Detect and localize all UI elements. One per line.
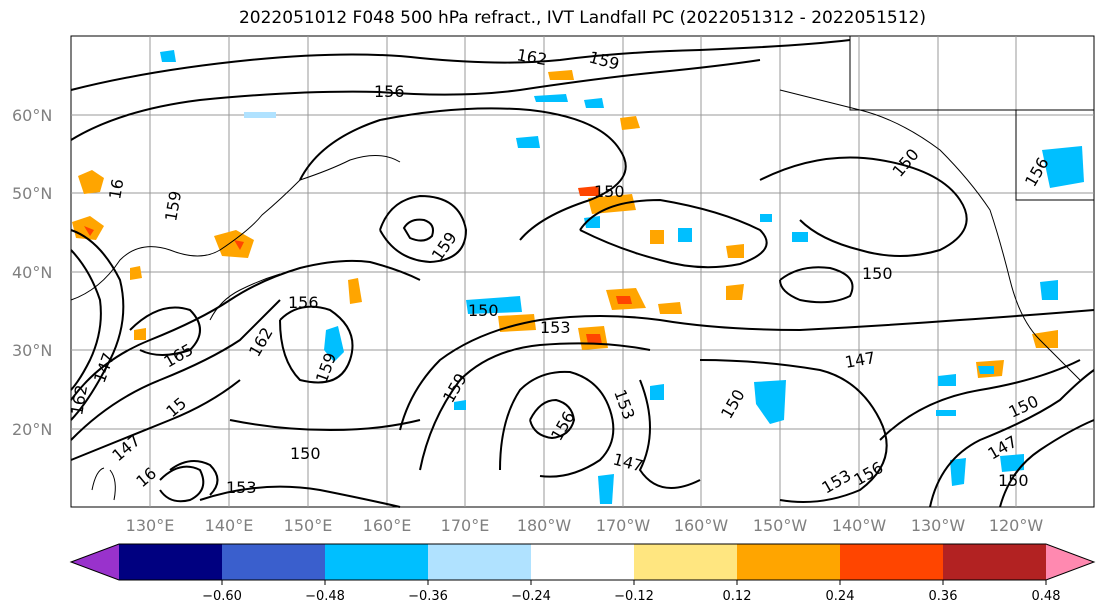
lon-label-1: 140°E [205, 516, 254, 535]
colorbar-segment [325, 544, 429, 580]
contour-label-8: 150 [468, 301, 499, 320]
lon-label-9: 140°W [832, 516, 887, 535]
longitude-labels: 130°E 140°E 150°E 160°E 170°E 180°W 170°… [126, 516, 1044, 535]
lat-label-3: 30°N [12, 341, 52, 360]
colorbar-outline [69, 543, 1096, 581]
colorbar-segment [428, 544, 532, 580]
map-title: 2022051012 F048 500 hPa refract., IVT La… [238, 8, 926, 28]
colorbar-segment [634, 544, 738, 580]
colorbar-tick-label: −0.36 [408, 589, 448, 601]
contour-label-7: 156 [288, 293, 319, 312]
colorbar-tick-label: −0.48 [305, 589, 345, 601]
lon-label-5: 180°W [517, 516, 572, 535]
latitude-labels: 60°N 50°N 40°N 30°N 20°N [12, 106, 52, 439]
lon-label-10: 130°W [911, 516, 966, 535]
colorbar-tick-label: 0.24 [826, 589, 855, 601]
contour-label-6: 150 [594, 182, 625, 201]
anomaly-patches [72, 50, 1084, 504]
lon-label-6: 170°W [596, 516, 651, 535]
lon-label-2: 150°E [284, 516, 333, 535]
colorbar-segment [531, 544, 635, 580]
colorbar-segment [840, 544, 944, 580]
contour-label-18: 153 [226, 478, 257, 497]
lon-label-4: 170°E [441, 516, 490, 535]
colorbar-tick-label: 0.12 [723, 589, 752, 601]
contour-label-9: 153 [540, 318, 571, 337]
contour-label-17: 150 [290, 444, 321, 463]
lat-label-4: 20°N [12, 420, 52, 439]
height-contours [70, 39, 1095, 508]
colorbar: −0.60 −0.48 −0.36 −0.24 −0.12 0.12 0.24 0.36 0.4… [69, 543, 1096, 601]
contour-label-10: 150 [862, 264, 893, 283]
colorbar-segment [119, 544, 223, 580]
colorbar-tick-label: −0.24 [511, 589, 551, 601]
coastlines [70, 36, 1094, 501]
contour-label-2: 156 [374, 82, 405, 101]
lat-label-0: 60°N [12, 106, 52, 125]
lon-label-0: 130°E [126, 516, 175, 535]
colorbar-extend-high [1046, 544, 1094, 580]
lon-label-7: 160°W [674, 516, 729, 535]
lat-label-2: 40°N [12, 263, 52, 282]
colorbar-tick-label: −0.12 [614, 589, 654, 601]
grid-lines [71, 36, 1094, 507]
lon-label-8: 150°W [753, 516, 808, 535]
colorbar-tick-label: 0.36 [929, 589, 958, 601]
colorbar-segment [943, 544, 1047, 580]
lon-label-3: 160°E [363, 516, 412, 535]
colorbar-tick-label: −0.60 [202, 589, 242, 601]
colorbar-segment [737, 544, 841, 580]
lon-label-11: 120°W [989, 516, 1044, 535]
contour-label-28: 150 [998, 471, 1029, 490]
colorbar-segment [222, 544, 326, 580]
colorbar-tick-label: 0.48 [1032, 589, 1061, 601]
colorbar-extend-low [71, 544, 119, 580]
lat-label-1: 50°N [12, 184, 52, 203]
contour-label-4: 16 [105, 177, 127, 200]
